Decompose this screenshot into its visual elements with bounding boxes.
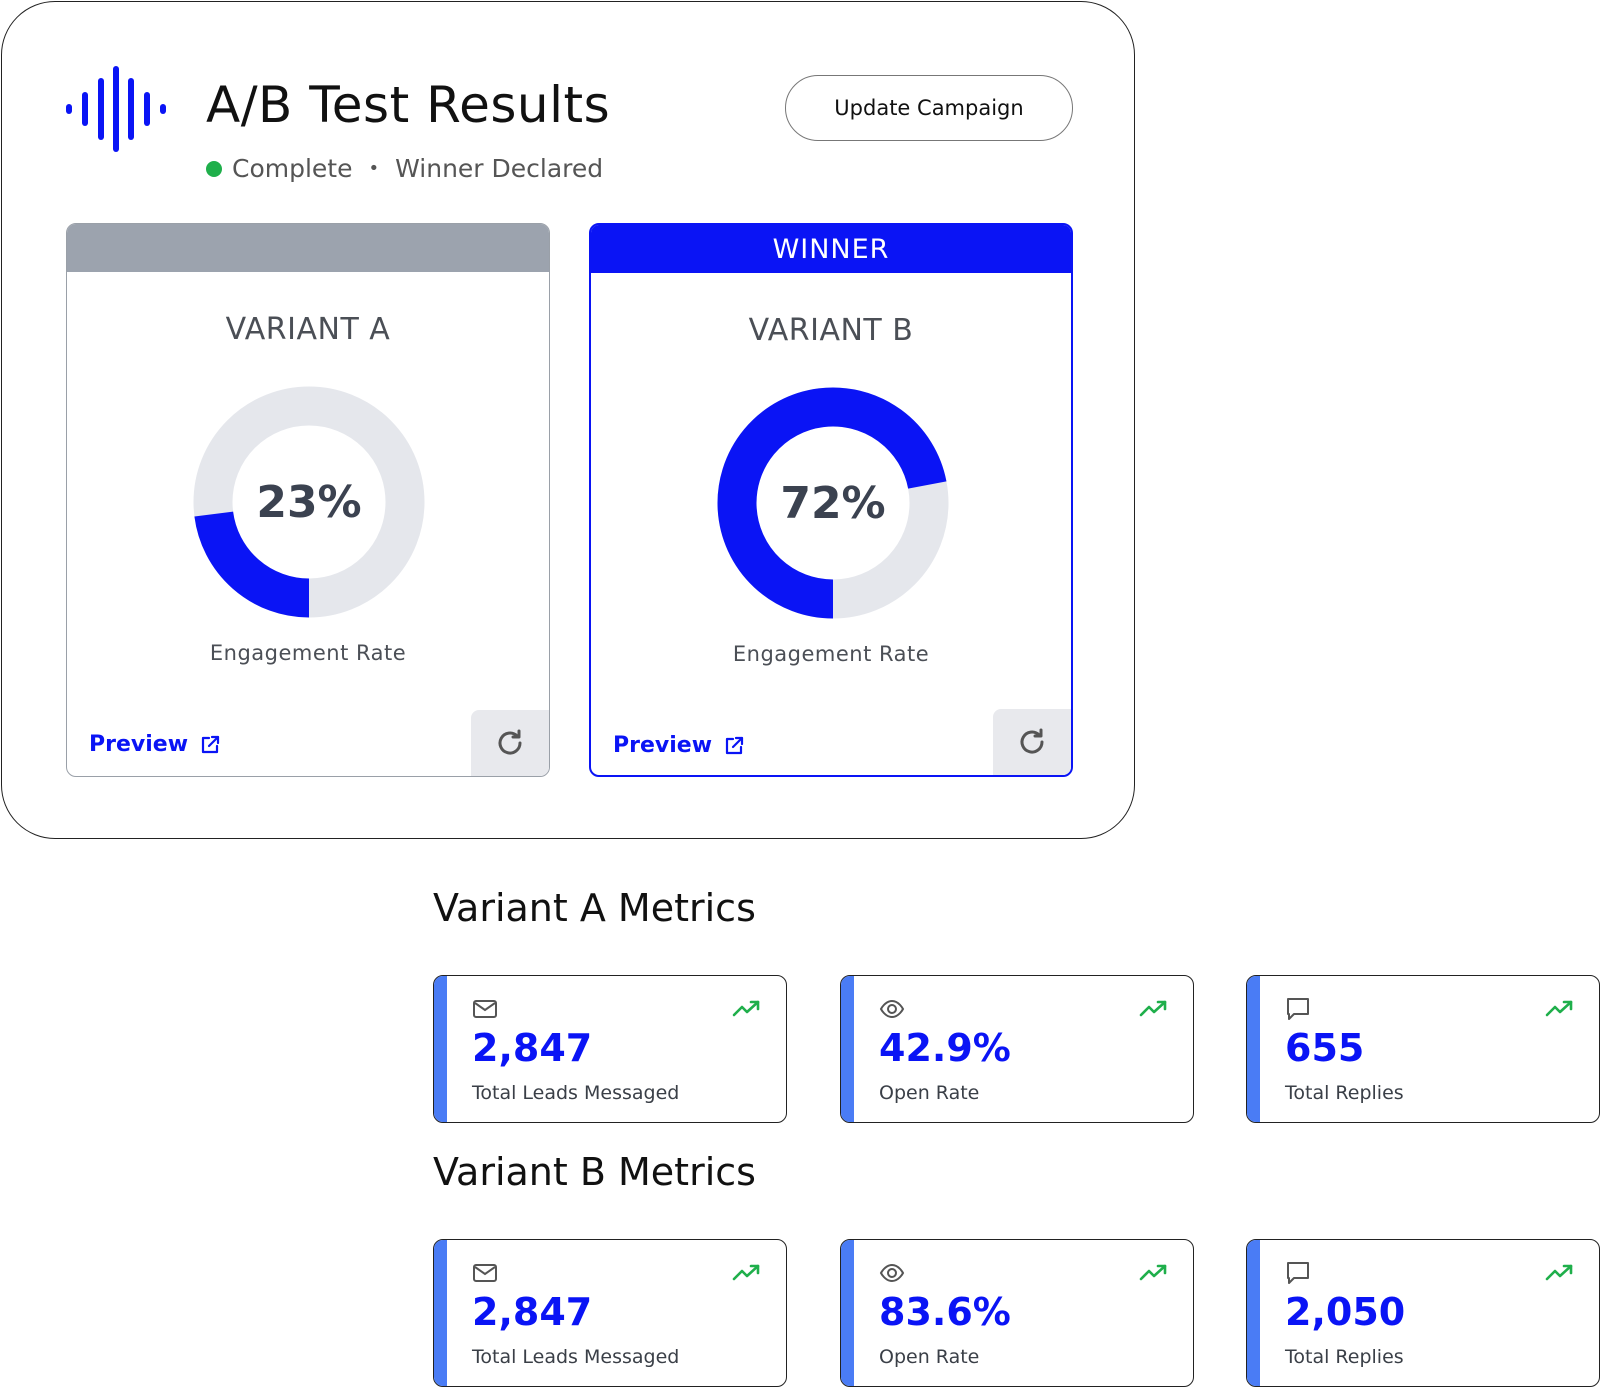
variant-a-refresh-button[interactable]: [471, 710, 549, 776]
page-title: A/B Test Results: [206, 76, 611, 134]
variant-a-engagement-value: 23%: [256, 476, 362, 528]
refresh-icon: [498, 729, 522, 755]
status-dot-icon: [206, 160, 222, 177]
trend-up-icon: [1545, 1000, 1573, 1017]
preview-label: Preview: [89, 732, 189, 757]
variant-b-engagement-value: 72%: [780, 477, 886, 529]
soundwave-logo-icon: [66, 66, 166, 152]
variant-a-engagement-label: Engagement Rate: [209, 641, 407, 665]
variant-a-card: VARIANT A 23% Engagement Rate Preview: [66, 223, 550, 777]
metric-value: 42.9%: [879, 1026, 1011, 1070]
metric-label: Total Replies: [1285, 1346, 1404, 1368]
mail-icon: [473, 1000, 497, 1018]
chat-icon: [1287, 998, 1309, 1020]
variant-a-engagement-donut: [193, 386, 425, 618]
variant-b-engagement-label: Engagement Rate: [732, 642, 930, 666]
status-detail: Winner Declared: [395, 154, 604, 183]
metric-card-leads-a: 2,847 Total Leads Messaged: [433, 975, 787, 1123]
mail-icon: [473, 1264, 497, 1282]
preview-label: Preview: [613, 733, 713, 758]
metric-value: 83.6%: [879, 1290, 1011, 1334]
variant-a-preview-link[interactable]: Preview: [89, 732, 220, 757]
metric-value: 655: [1285, 1026, 1365, 1070]
metric-card-open-rate-b: 83.6% Open Rate: [840, 1239, 1194, 1387]
trend-up-icon: [732, 1264, 760, 1281]
eye-icon: [879, 999, 905, 1019]
metric-card-open-rate-a: 42.9% Open Rate: [840, 975, 1194, 1123]
chat-icon: [1287, 1262, 1309, 1284]
metric-label: Total Leads Messaged: [472, 1082, 680, 1104]
ab-test-card: A/B Test Results Complete • Winner Decla…: [1, 1, 1135, 839]
variant-b-refresh-button[interactable]: [993, 709, 1071, 775]
metric-label: Open Rate: [879, 1346, 980, 1368]
variant-a-metrics-title: Variant A Metrics: [433, 886, 756, 930]
metric-value: 2,050: [1285, 1290, 1406, 1334]
refresh-icon: [1020, 728, 1044, 754]
metric-card-leads-b: 2,847 Total Leads Messaged: [433, 1239, 787, 1387]
trend-up-icon: [1139, 1264, 1167, 1281]
variant-a-name: VARIANT A: [225, 312, 391, 347]
separator-dot-icon: •: [368, 158, 380, 179]
trend-up-icon: [1545, 1264, 1573, 1281]
variant-b-name: VARIANT B: [748, 313, 914, 348]
update-campaign-button[interactable]: Update Campaign: [785, 75, 1073, 141]
external-link-icon: [725, 736, 744, 754]
metric-label: Total Leads Messaged: [472, 1346, 680, 1368]
variant-b-metrics-title: Variant B Metrics: [433, 1150, 756, 1194]
trend-up-icon: [1139, 1000, 1167, 1017]
variant-a-banner: [67, 224, 549, 272]
metric-card-replies-a: 655 Total Replies: [1246, 975, 1600, 1123]
trend-up-icon: [732, 1000, 760, 1017]
metric-label: Total Replies: [1285, 1082, 1404, 1104]
metric-card-replies-b: 2,050 Total Replies: [1246, 1239, 1600, 1387]
status-text: Complete: [232, 154, 353, 183]
status-line: Complete • Winner Declared: [206, 154, 603, 183]
winner-banner: WINNER: [591, 225, 1071, 273]
metric-label: Open Rate: [879, 1082, 980, 1104]
metric-value: 2,847: [472, 1026, 593, 1070]
variant-b-preview-link[interactable]: Preview: [613, 733, 744, 758]
variant-b-engagement-donut: [717, 387, 949, 619]
eye-icon: [879, 1263, 905, 1283]
external-link-icon: [201, 735, 220, 753]
metric-value: 2,847: [472, 1290, 593, 1334]
variant-b-card: WINNER VARIANT B 72% Engagement Rate Pre…: [589, 223, 1073, 777]
